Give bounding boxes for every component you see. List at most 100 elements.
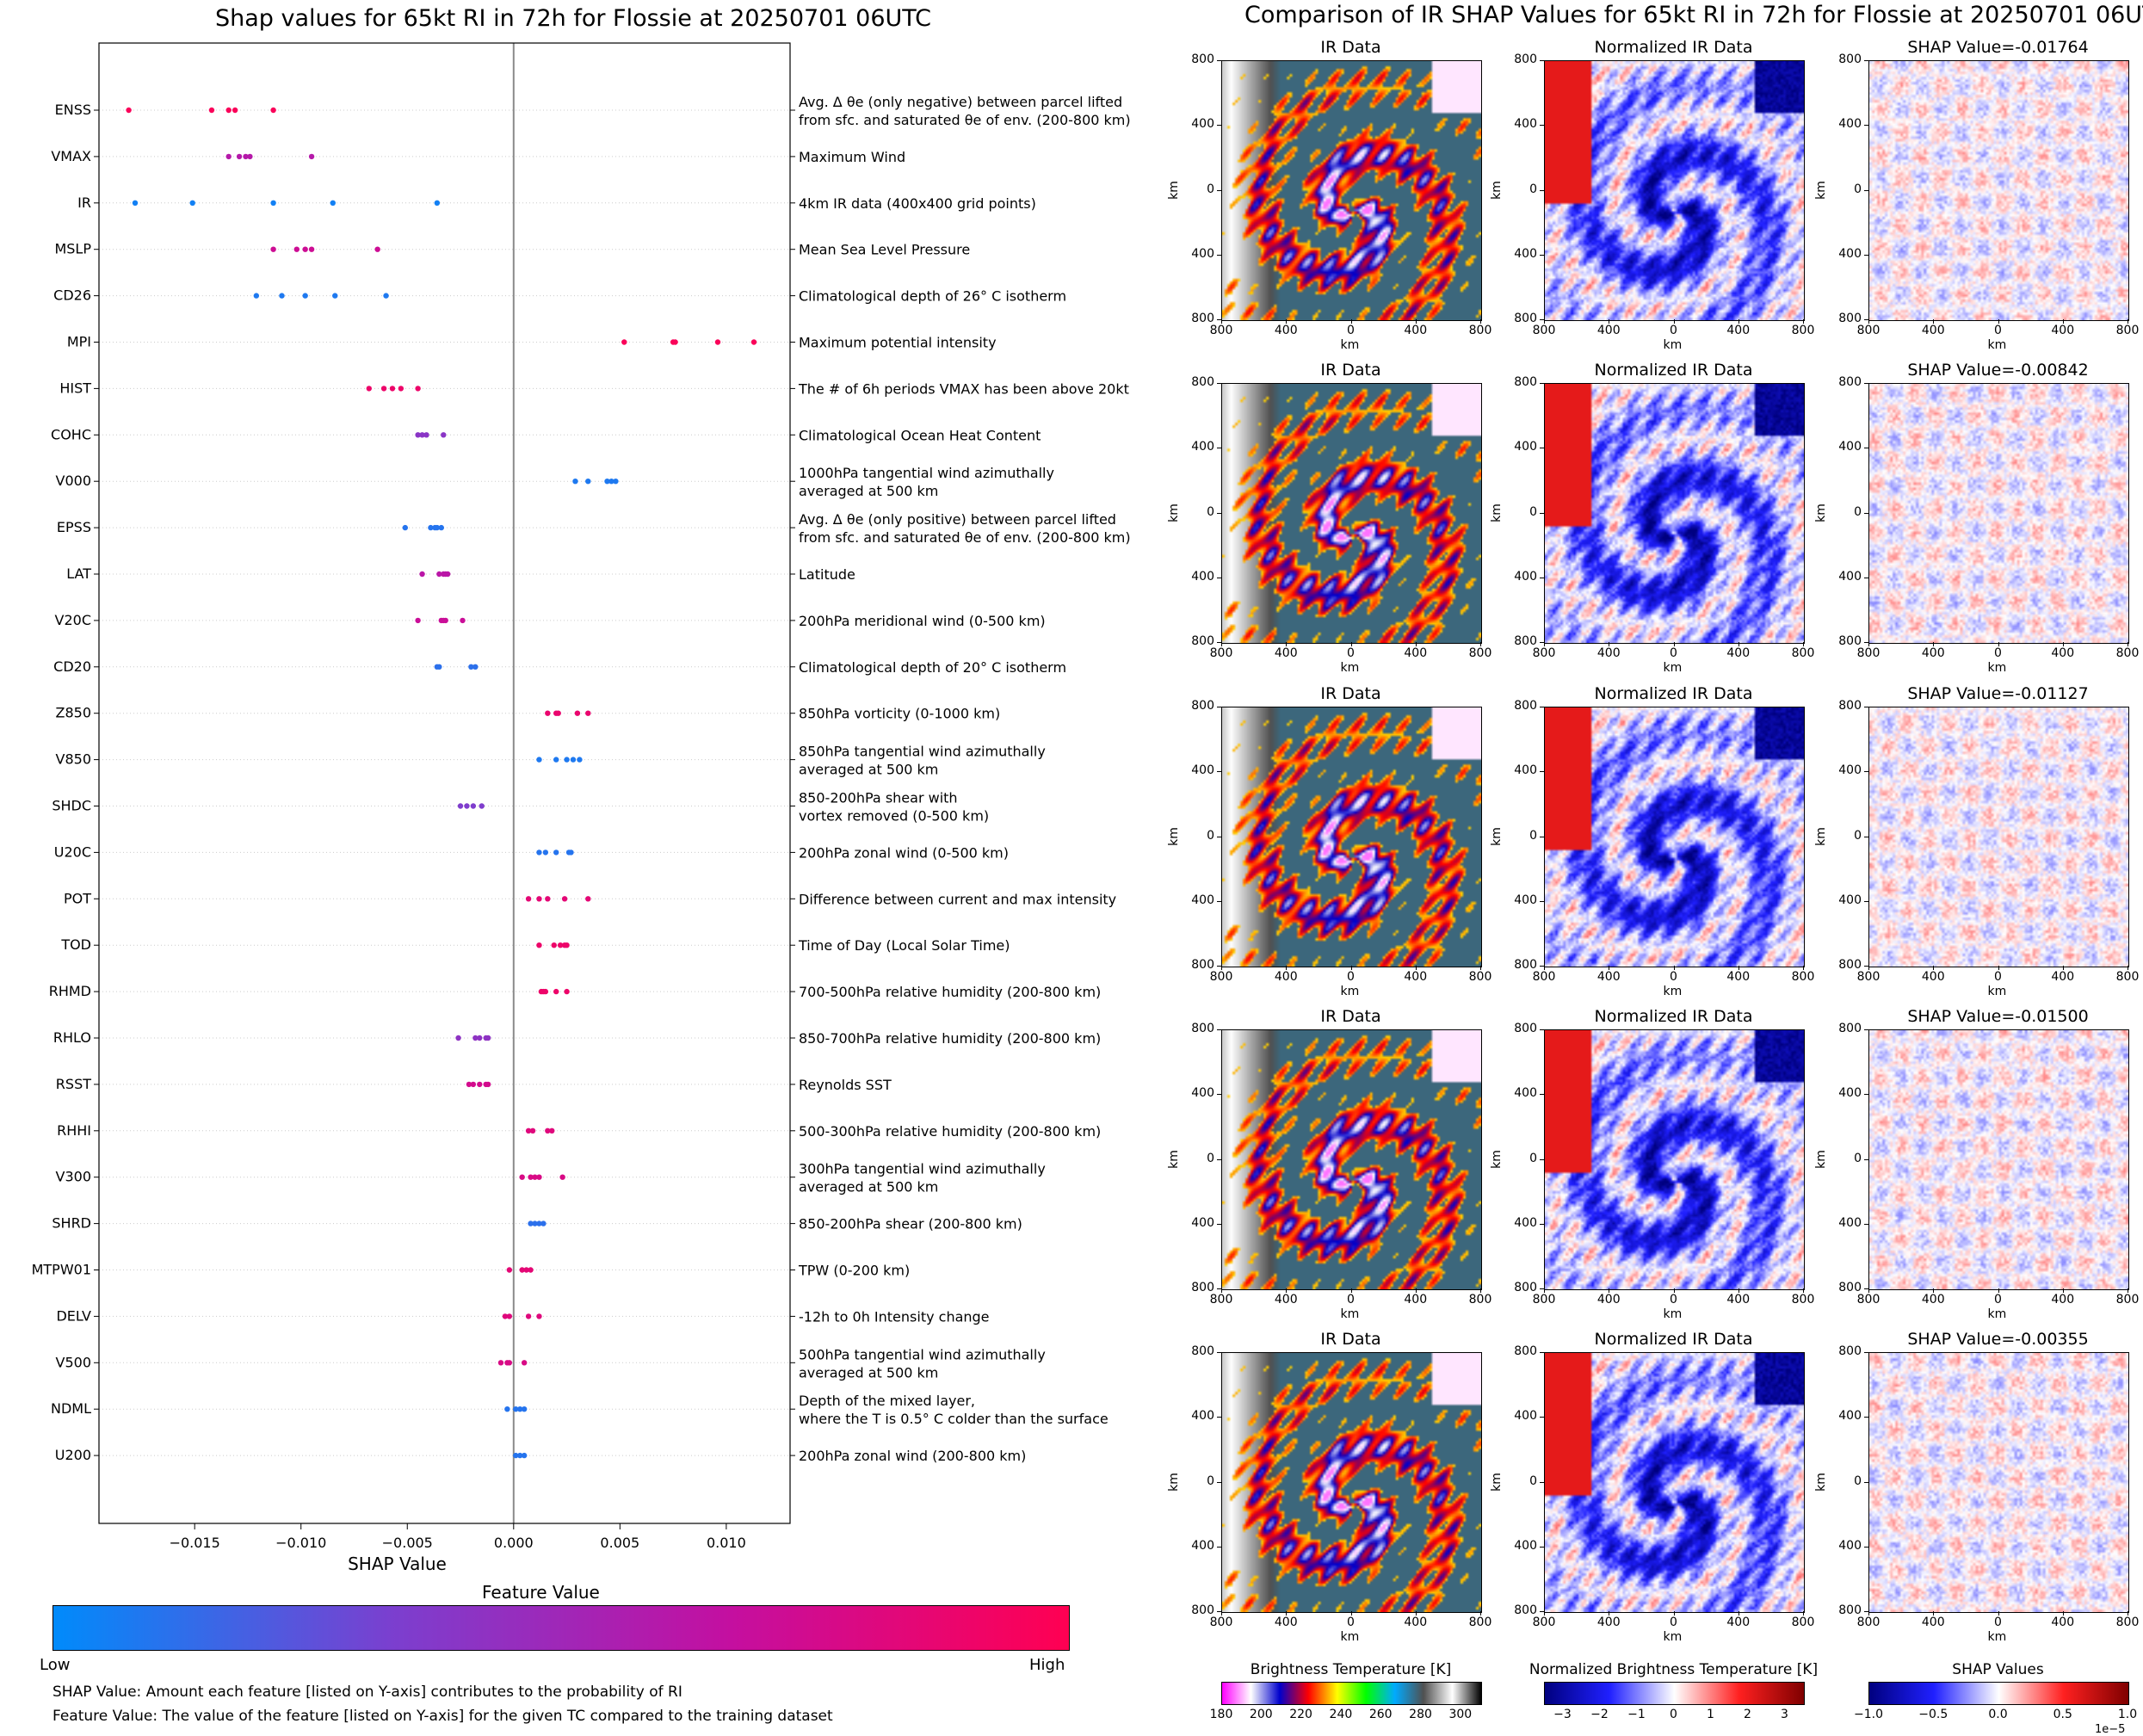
panel-y-tick-label: 400 (1514, 569, 1537, 584)
panel-y-tick-mark (1864, 319, 1868, 320)
right-chart-title: Comparison of IR SHAP Values for 65kt RI… (1244, 2, 2143, 28)
shap-point-enss (232, 107, 238, 114)
panel-x-tick-mark (1544, 319, 1545, 324)
panel-x-axis-label: km (1663, 661, 1683, 675)
panel-x-tick-label: 800 (1856, 1616, 1881, 1629)
panel-y-tick-mark (1217, 254, 1221, 256)
panel-y-tick-label: 800 (1191, 958, 1214, 972)
panel-x-axis-label: km (1663, 1630, 1683, 1644)
panel-y-tick-mark (1217, 900, 1221, 902)
feature-description: 200hPa zonal wind (200-800 km) (799, 1448, 1026, 1464)
panel-title: IR Data (1320, 38, 1381, 57)
panel-y-axis-label: km (1813, 826, 1828, 846)
footnote-shap: SHAP Value: Amount each feature [listed … (52, 1683, 682, 1701)
panel-y-tick-mark (1217, 966, 1221, 967)
shap-point-tod (551, 942, 557, 948)
panel-y-tick-label: 800 (1514, 53, 1537, 66)
shap-point-v500 (497, 1360, 504, 1366)
colorbar-tick-label: 0.0 (1988, 1708, 2008, 1721)
shap-point-hist (415, 386, 421, 392)
shap-point-v000 (585, 479, 591, 485)
panel-y-axis-label: km (1813, 1472, 1828, 1492)
feature-name: Z850 (56, 705, 92, 721)
shap-point-rsst (477, 1081, 483, 1088)
panel-x-tick-label: 400 (1921, 1616, 1945, 1629)
panel-x-axis-label: km (1987, 661, 2007, 675)
feature-name: IR (77, 195, 91, 211)
panel-x-tick-mark (2062, 1288, 2064, 1293)
feature-name: V000 (56, 473, 91, 489)
panel-x-tick-mark (1415, 642, 1417, 646)
shap-point-cd26 (383, 293, 389, 299)
colorbar-high-label: High (1029, 1656, 1065, 1674)
panel-x-tick-mark (1933, 319, 1935, 324)
panel-x-tick-mark (1415, 966, 1417, 970)
panel-y-tick-mark (1540, 1481, 1544, 1483)
panel-y-tick-label: 0 (1207, 1473, 1214, 1488)
panel-y-tick-label: 400 (1191, 1538, 1214, 1553)
feature-description: Climatological depth of 26° C isotherm (799, 288, 1066, 305)
feature-name: POT (64, 890, 91, 906)
feature-name: MSLP (54, 241, 91, 257)
panel-x-tick-label: 800 (2115, 324, 2140, 337)
feature-description: 4km IR data (400x400 grid points) (799, 195, 1036, 212)
panel-y-axis-label: km (1166, 826, 1181, 846)
panel-x-axis-label: km (1663, 1307, 1683, 1321)
panel-x-axis-label: km (1987, 338, 2007, 352)
panel-x-tick-mark (1868, 1611, 1869, 1616)
panel-x-axis-label: km (1663, 985, 1683, 998)
shap-point-v850 (536, 757, 542, 763)
feature-name: RSST (56, 1076, 91, 1092)
feature-name: VMAX (51, 148, 91, 164)
shap-point-mtpw01 (528, 1267, 534, 1273)
panel-x-tick-label: 0 (1670, 324, 1677, 337)
shap-point-shrd (532, 1220, 538, 1226)
panel-y-tick-mark (1864, 1481, 1868, 1483)
normalized-ir-image (1544, 1352, 1805, 1613)
shap-point-mslp (302, 246, 308, 252)
x-tick-label: −0.015 (170, 1535, 220, 1551)
panel-y-tick-mark (1864, 1288, 1868, 1289)
panel-y-tick-mark (1217, 189, 1221, 191)
panel-x-tick-mark (1868, 319, 1869, 324)
x-tick-label: 0.000 (494, 1535, 534, 1551)
feature-name: CD26 (53, 287, 91, 304)
panel-y-tick-label: 400 (1838, 1538, 1862, 1553)
panel-y-tick-mark (1217, 1352, 1221, 1353)
panel-x-tick-label: 400 (1404, 1293, 1428, 1307)
panel-y-tick-label: 0 (1854, 1473, 1862, 1488)
panel-y-tick-label: 0 (1207, 1151, 1214, 1165)
panel-x-tick-label: 800 (1209, 324, 1233, 337)
panel-x-axis-label: km (1340, 661, 1360, 675)
panel-x-tick-label: 0 (1994, 1616, 2002, 1629)
shap-point-delv (536, 1313, 542, 1319)
panel-y-tick-label: 0 (1529, 828, 1537, 843)
panel-y-tick-label: 400 (1514, 763, 1537, 778)
panel-y-tick-label: 800 (1514, 699, 1537, 713)
shap-point-z850 (545, 710, 551, 716)
feature-description: 850-700hPa relative humidity (200-800 km… (799, 1030, 1101, 1047)
colorbar-tick-label: −1.0 (1854, 1708, 1883, 1721)
feature-description: Depth of the mixed layer, (799, 1393, 975, 1409)
panel-y-tick-mark (1864, 512, 1868, 514)
shap-point-pot (561, 896, 568, 902)
shap-point-v850 (564, 757, 570, 763)
panel-x-tick-label: 400 (1274, 1616, 1298, 1629)
panel-x-tick-mark (1221, 642, 1222, 646)
colorbar-gradient (1221, 1682, 1482, 1705)
panel-y-tick-label: 0 (1854, 504, 1862, 519)
footnote-feature: Feature Value: The value of the feature … (52, 1708, 833, 1725)
panel-x-tick-label: 400 (1726, 324, 1751, 337)
panel-title: SHAP Value=-0.00842 (1907, 361, 2089, 380)
shap-point-rhhi (549, 1127, 555, 1134)
panel-x-tick-label: 0 (1670, 1616, 1677, 1629)
feature-name: V20C (55, 612, 91, 628)
shap-point-u20c (568, 849, 574, 856)
x-tick-label: 0.005 (600, 1535, 639, 1551)
feature-description: The # of 6h periods VMAX has been above … (798, 380, 1129, 397)
feature-name: COHC (51, 426, 91, 442)
feature-colorbar-title: Feature Value (482, 1582, 600, 1603)
panel-y-tick-label: 400 (1191, 763, 1214, 778)
panel-x-tick-label: 800 (1468, 646, 1492, 660)
shap-point-rhlo (472, 1035, 479, 1041)
